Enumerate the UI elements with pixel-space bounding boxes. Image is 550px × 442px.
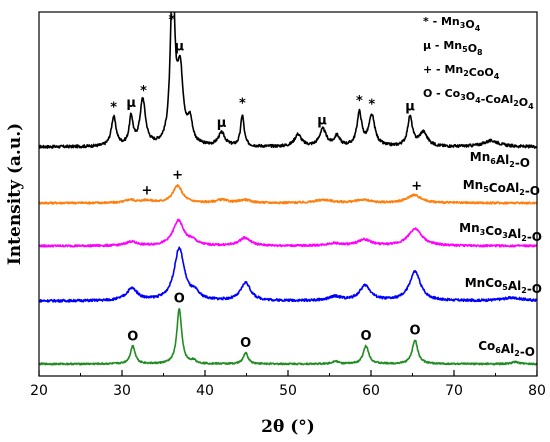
legend-entry-0: * - Mn3O4 [423,15,481,33]
peak-marker-1-0: + [141,184,152,199]
peak-marker-1-2: + [411,179,422,194]
x-tick-label-0: 20 [30,383,48,399]
x-tick-label-5: 70 [445,383,463,399]
series-line-1 [39,183,537,205]
peak-marker-0-1: μ [126,96,136,111]
legend-entry-3: O - Co3O4-CoAl2O4 [423,87,534,111]
peak-marker-0-7: μ [317,113,327,128]
x-tick-label-6: 80 [528,383,546,399]
series-line-4 [39,308,537,366]
peak-marker-0-9: * [368,97,375,112]
peak-marker-4-1: O [174,291,185,306]
marker-layer: * μ * * μ μ * μ * * μ + + + O O O O O [110,13,422,351]
legend: * - Mn3O4 μ - Mn5O8 + - Mn2CoO4 O - Co3O4-C… [423,15,534,111]
peak-marker-4-4: O [409,323,420,338]
peak-marker-1-1: + [172,168,183,183]
series-label-2: Mn3Co3Al2-O [459,221,542,244]
legend-entry-2: + - Mn2CoO4 [423,63,500,81]
series-label-0: Mn6Al2-O [470,150,530,170]
series-label-3: MnCo5Al2-O [465,276,542,296]
x-tick-label-4: 60 [362,383,380,399]
peak-marker-0-8: * [356,94,363,109]
peak-marker-4-3: O [360,329,371,344]
series-layer [39,12,537,366]
series-line-3 [39,246,537,303]
peak-marker-0-10: μ [405,99,415,114]
series-line-0 [39,12,537,149]
peak-marker-0-3: * [168,13,175,28]
series-line-2 [39,218,537,248]
x-tick-label-2: 40 [196,383,214,399]
x-tick-label-3: 50 [279,383,297,399]
x-tick-label-1: 30 [113,383,131,399]
series-label-1: Mn5CoAl2-O [463,178,540,198]
x-axis-title: 2θ (°) [261,417,315,437]
peak-marker-0-0: * [110,101,117,116]
series-label-4: Co6Al2-O [478,339,535,359]
peak-marker-4-0: O [127,329,138,344]
peak-marker-0-6: * [239,97,246,112]
y-axis-title: Intensity (a.u.) [5,123,25,265]
peak-marker-0-4: μ [174,39,184,54]
legend-entry-1: μ - Mn5O8 [423,39,483,57]
series-label-layer: Mn6Al2-O Mn5CoAl2-O Mn3Co3Al2-O MnCo5Al2-O C… [459,150,542,359]
peak-marker-0-2: * [140,84,147,99]
peak-marker-0-5: μ [217,116,227,131]
x-axis-ticks: 20 30 40 50 60 70 80 [30,370,546,399]
peak-marker-4-2: O [240,336,251,351]
